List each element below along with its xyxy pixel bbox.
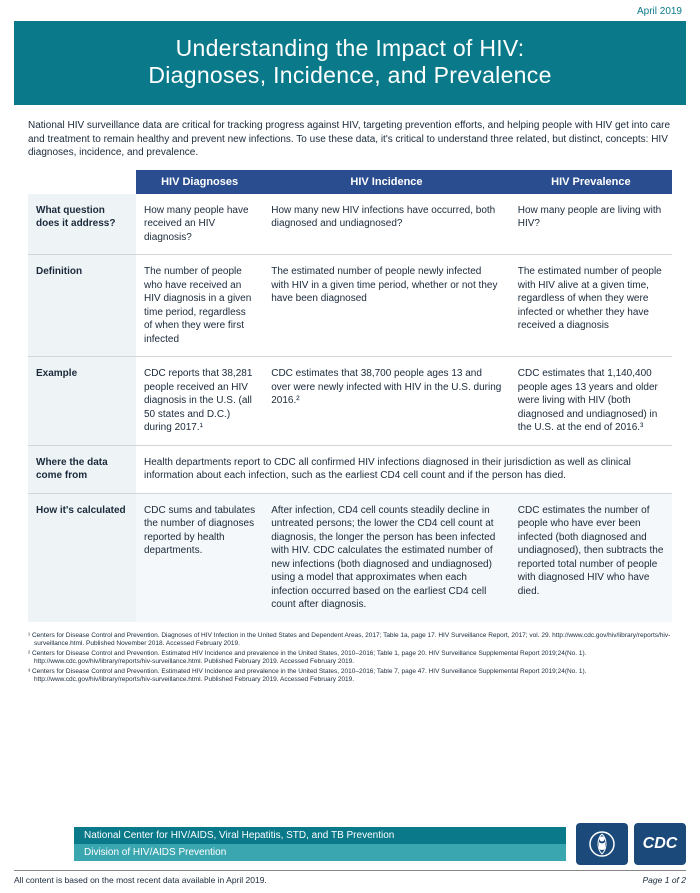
hhs-logo — [576, 823, 628, 865]
col-prevalence: HIV Prevalence — [510, 170, 672, 194]
cell: CDC sums and tabulates the number of dia… — [136, 493, 263, 622]
title-banner: Understanding the Impact of HIV: Diagnos… — [14, 21, 686, 105]
rowlabel-where: Where the data come from — [28, 445, 136, 493]
content-basis-note: All content is based on the most recent … — [14, 875, 267, 885]
cell: The estimated number of people with HIV … — [510, 255, 672, 357]
row-where: Where the data come from Health departme… — [28, 445, 672, 493]
footer-bar: National Center for HIV/AIDS, Viral Hepa… — [14, 827, 686, 861]
footnote-2: ² Centers for Disease Control and Preven… — [28, 650, 672, 666]
content-area: National HIV surveillance data are criti… — [0, 105, 700, 622]
rowlabel-example: Example — [28, 357, 136, 446]
cdc-text: CDC — [643, 835, 678, 853]
footer-division-name: Division of HIV/AIDS Prevention — [74, 844, 566, 861]
cell: CDC reports that 38,281 people received … — [136, 357, 263, 446]
header-row: HIV Diagnoses HIV Incidence HIV Prevalen… — [28, 170, 672, 194]
footnote-1: ¹ Centers for Disease Control and Preven… — [28, 632, 672, 648]
rowlabel-question: What question does it address? — [28, 194, 136, 255]
footnote-3: ³ Centers for Disease Control and Preven… — [28, 668, 672, 684]
cdc-logo: CDC — [634, 823, 686, 865]
cell: The number of people who have received a… — [136, 255, 263, 357]
cell-where-span: Health departments report to CDC all con… — [136, 445, 672, 493]
cell: How many people are living with HIV? — [510, 194, 672, 255]
cell: CDC estimates that 1,140,400 people ages… — [510, 357, 672, 446]
cell: After infection, CD4 cell counts steadil… — [263, 493, 510, 622]
col-incidence: HIV Incidence — [263, 170, 510, 194]
footnotes: ¹ Centers for Disease Control and Preven… — [0, 622, 700, 685]
page-number: Page 1 of 2 — [643, 875, 686, 885]
row-definition: Definition The number of people who have… — [28, 255, 672, 357]
blank-header — [28, 170, 136, 194]
rowlabel-calc: How it's calculated — [28, 493, 136, 622]
footer-center-name: National Center for HIV/AIDS, Viral Hepa… — [74, 827, 566, 844]
row-question: What question does it address? How many … — [28, 194, 672, 255]
bottom-line: All content is based on the most recent … — [14, 870, 686, 885]
row-example: Example CDC reports that 38,281 people r… — [28, 357, 672, 446]
cell: The estimated number of people newly inf… — [263, 255, 510, 357]
row-calculated: How it's calculated CDC sums and tabulat… — [28, 493, 672, 622]
title-line-2: Diagnoses, Incidence, and Prevalence — [34, 62, 666, 89]
logos: CDC — [576, 823, 686, 865]
hhs-icon — [588, 830, 616, 858]
cell: CDC estimates the number of people who h… — [510, 493, 672, 622]
cell: CDC estimates that 38,700 people ages 13… — [263, 357, 510, 446]
cell: How many new HIV infections have occurre… — [263, 194, 510, 255]
rowlabel-definition: Definition — [28, 255, 136, 357]
title-line-1: Understanding the Impact of HIV: — [34, 35, 666, 62]
intro-text: National HIV surveillance data are criti… — [28, 119, 672, 160]
date-label: April 2019 — [0, 0, 700, 17]
col-diagnoses: HIV Diagnoses — [136, 170, 263, 194]
comparison-table: HIV Diagnoses HIV Incidence HIV Prevalen… — [28, 170, 672, 622]
cell: How many people have received an HIV dia… — [136, 194, 263, 255]
